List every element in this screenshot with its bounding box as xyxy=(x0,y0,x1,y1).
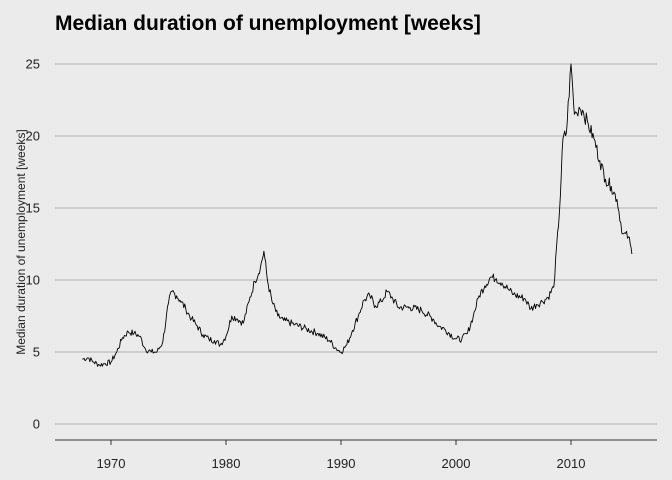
y-tick-label: 25 xyxy=(26,57,40,72)
x-tick-label: 1970 xyxy=(97,456,126,471)
series-line-0 xyxy=(82,63,633,367)
y-tick-labels: 0 5 10 15 20 25 xyxy=(26,57,40,432)
y-tick-label: 5 xyxy=(33,345,40,360)
chart-title: Median duration of unemployment [weeks] xyxy=(55,12,481,35)
series-layer xyxy=(82,63,633,367)
y-tick-label: 10 xyxy=(26,273,40,288)
y-tick-label: 15 xyxy=(26,201,40,216)
y-tick-label: 20 xyxy=(26,129,40,144)
x-tick-label: 1980 xyxy=(212,456,241,471)
x-tick-labels: 1970 1980 1990 2000 2010 xyxy=(97,456,586,471)
x-tick-label: 1990 xyxy=(327,456,356,471)
axes xyxy=(55,439,657,445)
x-tick-label: 2010 xyxy=(557,456,586,471)
y-tick-label: 0 xyxy=(33,417,40,432)
gridlines xyxy=(55,63,657,425)
y-axis-title: Median duration of unemployment [weeks] xyxy=(14,129,28,354)
x-tick-label: 2000 xyxy=(442,456,471,471)
